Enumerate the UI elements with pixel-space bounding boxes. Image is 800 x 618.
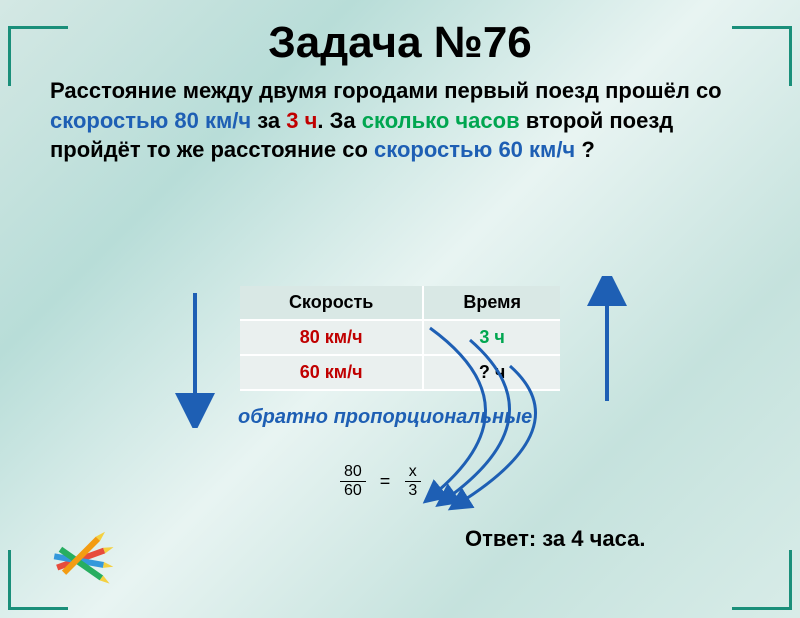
table-row: 60 км/ч ? ч bbox=[240, 355, 560, 390]
question-hours: сколько часов bbox=[362, 108, 520, 133]
text-part: . За bbox=[317, 108, 361, 133]
arrow-down-icon bbox=[170, 288, 220, 428]
problem-text: Расстояние между двумя городами первый п… bbox=[0, 68, 800, 165]
header-time: Время bbox=[423, 286, 560, 320]
cell-speed: 60 км/ч bbox=[240, 355, 423, 390]
cell-speed: 80 км/ч bbox=[240, 320, 423, 355]
data-table-wrap: Скорость Время 80 км/ч 3 ч 60 км/ч ? ч bbox=[240, 286, 560, 391]
arrow-up-icon bbox=[582, 276, 632, 416]
speed2: скоростью 60 км/ч bbox=[374, 137, 575, 162]
table-row: 80 км/ч 3 ч bbox=[240, 320, 560, 355]
corner-decoration bbox=[8, 26, 68, 86]
slide-title: Задача №76 bbox=[0, 18, 800, 68]
denominator: 60 bbox=[340, 482, 366, 500]
corner-decoration bbox=[732, 26, 792, 86]
answer-text: Ответ: за 4 часа. bbox=[465, 526, 645, 552]
proportion-equation: 80 60 = x 3 bbox=[340, 463, 421, 500]
relation-label: обратно пропорциональные bbox=[238, 406, 532, 429]
text-part: Расстояние между двумя городами первый п… bbox=[50, 78, 722, 103]
text-part: за bbox=[251, 108, 286, 133]
time1: 3 ч bbox=[286, 108, 317, 133]
fraction-right: x 3 bbox=[404, 463, 421, 500]
cell-time: ? ч bbox=[423, 355, 560, 390]
pencils-icon bbox=[36, 530, 126, 590]
denominator: 3 bbox=[404, 482, 421, 500]
corner-decoration bbox=[732, 550, 792, 610]
speed1: скоростью 80 км/ч bbox=[50, 108, 251, 133]
equals-sign: = bbox=[380, 471, 391, 492]
numerator: 80 bbox=[340, 463, 366, 482]
fraction-left: 80 60 bbox=[340, 463, 366, 500]
data-table: Скорость Время 80 км/ч 3 ч 60 км/ч ? ч bbox=[240, 286, 560, 391]
numerator: x bbox=[405, 463, 421, 482]
text-part: ? bbox=[575, 137, 595, 162]
cell-time: 3 ч bbox=[423, 320, 560, 355]
header-speed: Скорость bbox=[240, 286, 423, 320]
